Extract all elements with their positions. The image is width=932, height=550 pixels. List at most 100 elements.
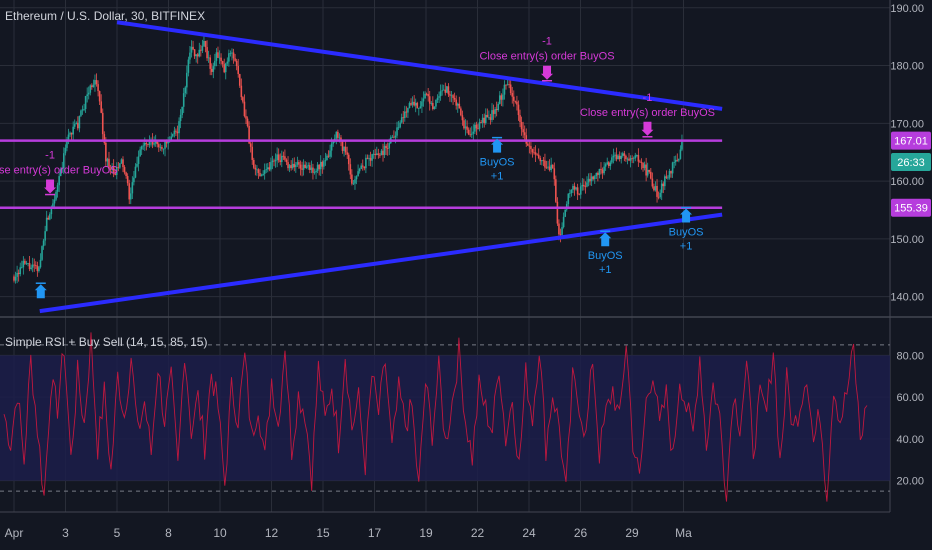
candle-body: [432, 102, 434, 110]
candle-body: [536, 154, 538, 156]
candle-body: [312, 167, 314, 173]
candle-body: [657, 196, 660, 198]
candle-body: [195, 54, 197, 57]
candle-body: [629, 158, 632, 161]
candle-body: [142, 145, 145, 147]
signal-label: BuyOS: [669, 227, 704, 239]
candle-body: [492, 110, 495, 114]
candle-body: [215, 52, 218, 61]
candle-body: [56, 185, 59, 192]
candle-body: [621, 153, 624, 156]
candle-body: [562, 216, 565, 228]
candle-body: [25, 263, 28, 264]
candle-body: [38, 267, 40, 272]
candle-body: [664, 176, 666, 187]
candle-body: [337, 131, 339, 138]
time-tick-label: Ma: [675, 526, 692, 540]
candle-body: [158, 144, 160, 148]
candle-body: [572, 185, 574, 190]
candle-body: [349, 164, 352, 175]
candle-body: [537, 154, 540, 159]
candle-body: [450, 95, 453, 97]
candle-body: [214, 60, 216, 67]
time-tick-label: 19: [419, 526, 433, 540]
candle-body: [371, 154, 373, 161]
candle-body: [438, 96, 440, 98]
candle-body: [561, 227, 563, 235]
candle-body: [421, 101, 423, 107]
candle-body: [73, 124, 76, 127]
candle-body: [609, 162, 612, 166]
candle-body: [607, 162, 610, 166]
candle-body: [346, 152, 348, 155]
candle-body: [72, 126, 74, 135]
candle-body: [589, 178, 591, 182]
candle-body: [229, 53, 232, 54]
candle-body: [344, 146, 347, 153]
candle-body: [321, 161, 324, 167]
candle-body: [262, 173, 264, 176]
candle-body: [119, 163, 121, 168]
candle-body: [407, 107, 409, 113]
candle-body: [182, 93, 185, 107]
candle-body: [285, 159, 288, 163]
candle-body: [44, 231, 46, 241]
candle-body: [114, 173, 117, 175]
candle-body: [435, 99, 437, 107]
candle-body: [210, 68, 213, 72]
candle-body: [22, 260, 25, 268]
price-tick-label: 140.00: [890, 292, 924, 304]
candle-body: [305, 166, 308, 168]
candle-body: [618, 155, 621, 159]
candle-body: [147, 144, 149, 145]
candle-body: [263, 170, 266, 174]
candle-body: [377, 153, 380, 155]
time-tick-label: 10: [213, 526, 227, 540]
time-tick-label: 26: [574, 526, 588, 540]
candle-body: [419, 106, 422, 109]
arrow-up-icon: [34, 284, 47, 299]
candle-body: [274, 160, 277, 162]
candle-body: [639, 161, 641, 163]
time-tick-label: 3: [62, 526, 69, 540]
candle-body: [30, 267, 32, 269]
candle-body: [159, 146, 162, 148]
candle-body: [122, 159, 124, 168]
price-badge-text: 167.01: [894, 136, 928, 148]
candle-body: [612, 155, 615, 158]
candle-body: [298, 162, 300, 165]
candle-body: [642, 162, 644, 169]
signal-qty: +1: [680, 241, 693, 253]
candle-body: [156, 141, 159, 145]
candle-body: [288, 165, 291, 169]
candle-body: [586, 182, 588, 187]
candle-body: [276, 154, 278, 161]
candle-body: [637, 155, 640, 162]
signal-label: BuyOS: [588, 250, 623, 262]
candle-body: [673, 162, 675, 163]
candle-body: [441, 90, 443, 92]
candle-body: [145, 143, 148, 145]
candle-body: [480, 121, 482, 123]
close-signal: Close entry(s) order BuyOS -1: [580, 92, 715, 138]
candle-body: [357, 171, 359, 177]
candle-body: [234, 58, 236, 61]
candle-body: [418, 108, 420, 109]
candle-body: [597, 172, 599, 175]
candle-body: [330, 143, 333, 151]
candle-body: [570, 189, 573, 194]
candle-body: [223, 64, 225, 73]
candle-body: [659, 192, 661, 198]
candle-body: [388, 143, 391, 149]
arrow-down-icon: [641, 121, 654, 136]
candle-body: [281, 155, 283, 163]
candle-body: [477, 128, 479, 130]
price-badge-text: 26:33: [897, 157, 925, 169]
candle-body: [161, 146, 163, 149]
candle-body: [391, 136, 394, 138]
candle-body: [583, 184, 585, 187]
price-tick-label: 170.00: [890, 118, 924, 130]
candle-body: [654, 185, 657, 191]
candle-body: [550, 164, 552, 171]
price-badge-bg: [891, 131, 931, 150]
